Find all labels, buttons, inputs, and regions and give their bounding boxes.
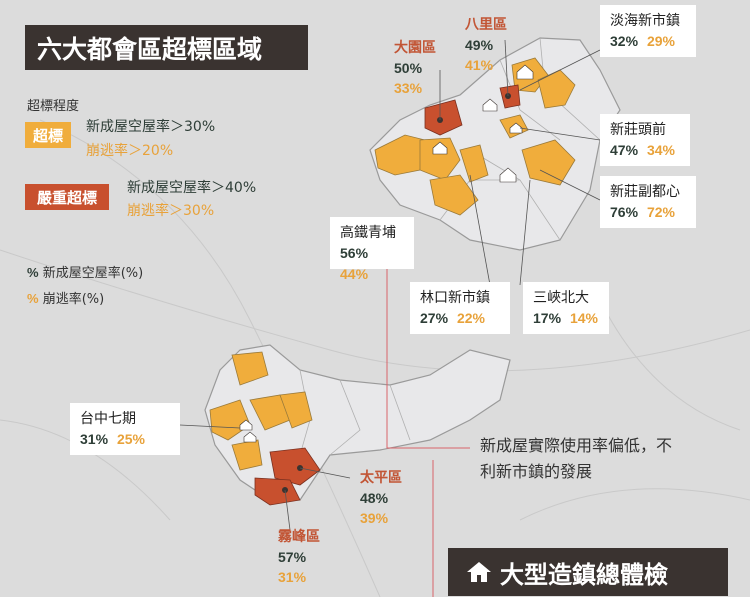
flee-value: 29% xyxy=(646,33,675,49)
district-wufeng xyxy=(254,477,301,506)
south-region-map xyxy=(179,344,511,531)
legend-severe-badge: 嚴重超標 xyxy=(25,184,109,210)
area-name: 新莊副都心 xyxy=(610,184,680,200)
annotation-line2: 利新市鎮的發展 xyxy=(480,462,593,481)
page-title: 六大都會區超標區域 xyxy=(25,25,308,70)
vacancy-value: 27% xyxy=(420,310,449,326)
flee-value: 41% xyxy=(465,57,494,73)
legend-severe-line1: 新成屋空屋率＞40% xyxy=(127,180,257,196)
flee-value: 72% xyxy=(646,204,675,220)
card-xinzhuang-touqian: 新莊頭前 47% 34% xyxy=(600,114,690,166)
legend-over-badge: 超標 xyxy=(25,122,71,148)
area-name: 林口新市鎮 xyxy=(420,290,490,306)
home-icon xyxy=(482,98,498,112)
flee-value: 44% xyxy=(340,266,369,282)
annotation-text: 新成屋實際使用率偏低，不 利新市鎮的發展 xyxy=(480,433,672,485)
legend-heading: 超標程度 xyxy=(27,99,80,114)
flee-value: 22% xyxy=(456,310,485,326)
area-name: 台中七期 xyxy=(80,411,136,427)
district-dayuan xyxy=(424,99,463,136)
area-name: 三峽北大 xyxy=(533,290,589,306)
card-hsr-qingpu: 高鐵青埔 56% 44% xyxy=(330,217,414,282)
district-hsr-qingpu-b xyxy=(419,137,461,181)
vacancy-value: 47% xyxy=(610,142,639,158)
home-icon xyxy=(509,122,523,134)
district-linkou xyxy=(459,144,489,183)
label-bali: 八里區 49% 41% xyxy=(465,15,507,75)
section-heading: 大型造鎮總體檢 xyxy=(448,548,728,596)
vacancy-value: 56% xyxy=(340,245,369,261)
flee-value: 34% xyxy=(646,142,675,158)
key-vacancy-mark: % xyxy=(27,265,39,280)
vacancy-value: 31% xyxy=(80,431,109,447)
card-xinzhuang-sub: 新莊副都心 76% 72% xyxy=(600,176,696,228)
district-taichung-north xyxy=(231,351,269,386)
area-name: 霧峰區 xyxy=(278,529,320,545)
home-icon xyxy=(432,141,448,155)
flee-value: 25% xyxy=(116,431,145,447)
area-name: 太平區 xyxy=(360,470,402,486)
label-dayuan: 大園區 50% 33% xyxy=(394,38,436,98)
home-icon xyxy=(243,431,257,443)
home-icon xyxy=(499,167,517,183)
home-icon xyxy=(239,419,253,431)
south-leader-lines xyxy=(179,424,351,531)
annotation-line1: 新成屋實際使用率偏低，不 xyxy=(480,436,673,455)
home-icon xyxy=(467,562,491,582)
legend-key-flee: % 崩逃率(%) xyxy=(27,288,104,307)
vacancy-value: 32% xyxy=(610,33,639,49)
district-hsr-qingpu-c xyxy=(429,174,479,216)
vacancy-value: 49% xyxy=(465,37,494,53)
card-danhai: 淡海新市鎮 32% 29% xyxy=(600,5,696,57)
legend-over-line2: 崩逃率＞20% xyxy=(86,143,174,159)
district-taiping xyxy=(269,447,321,486)
flee-value: 39% xyxy=(360,510,389,526)
area-name: 新莊頭前 xyxy=(610,122,666,138)
card-sanxia-beida: 三峽北大 17% 14% xyxy=(523,282,609,334)
north-region-map xyxy=(369,37,621,286)
flee-value: 14% xyxy=(569,310,598,326)
home-icon xyxy=(516,64,534,80)
north-leader-lines xyxy=(439,39,601,286)
legend-over-line1: 新成屋空屋率＞30% xyxy=(86,119,216,135)
card-taichung-7: 台中七期 31% 25% xyxy=(70,403,180,455)
vacancy-value: 76% xyxy=(610,204,639,220)
key-flee-mark: % xyxy=(27,291,39,306)
vacancy-value: 50% xyxy=(394,60,423,76)
page-title-text: 六大都會區超標區域 xyxy=(37,34,263,64)
area-name: 淡海新市鎮 xyxy=(610,13,680,29)
area-name: 大園區 xyxy=(394,40,436,56)
flee-value: 33% xyxy=(394,80,423,96)
section-heading-text: 大型造鎮總體檢 xyxy=(500,559,668,589)
legend-key-vacancy: % 新成屋空屋率(%) xyxy=(27,262,143,281)
annotation-leader-lines xyxy=(386,265,470,597)
key-vacancy-text: 新成屋空屋率(%) xyxy=(42,266,144,281)
label-taiping: 太平區 48% 39% xyxy=(360,468,402,528)
card-linkou: 林口新市鎮 27% 22% xyxy=(410,282,510,334)
area-name: 高鐵青埔 xyxy=(340,225,396,241)
vacancy-value: 57% xyxy=(278,549,307,565)
district-taichung-7c xyxy=(279,391,313,429)
key-flee-text: 崩逃率(%) xyxy=(42,292,105,307)
vacancy-value: 48% xyxy=(360,490,389,506)
label-wufeng: 霧峰區 57% 31% xyxy=(278,527,320,587)
legend-severe-line2: 崩逃率＞30% xyxy=(127,203,215,219)
flee-value: 31% xyxy=(278,569,307,585)
vacancy-value: 17% xyxy=(533,310,562,326)
area-name: 八里區 xyxy=(465,17,507,33)
district-sanxia-beida xyxy=(521,139,576,186)
